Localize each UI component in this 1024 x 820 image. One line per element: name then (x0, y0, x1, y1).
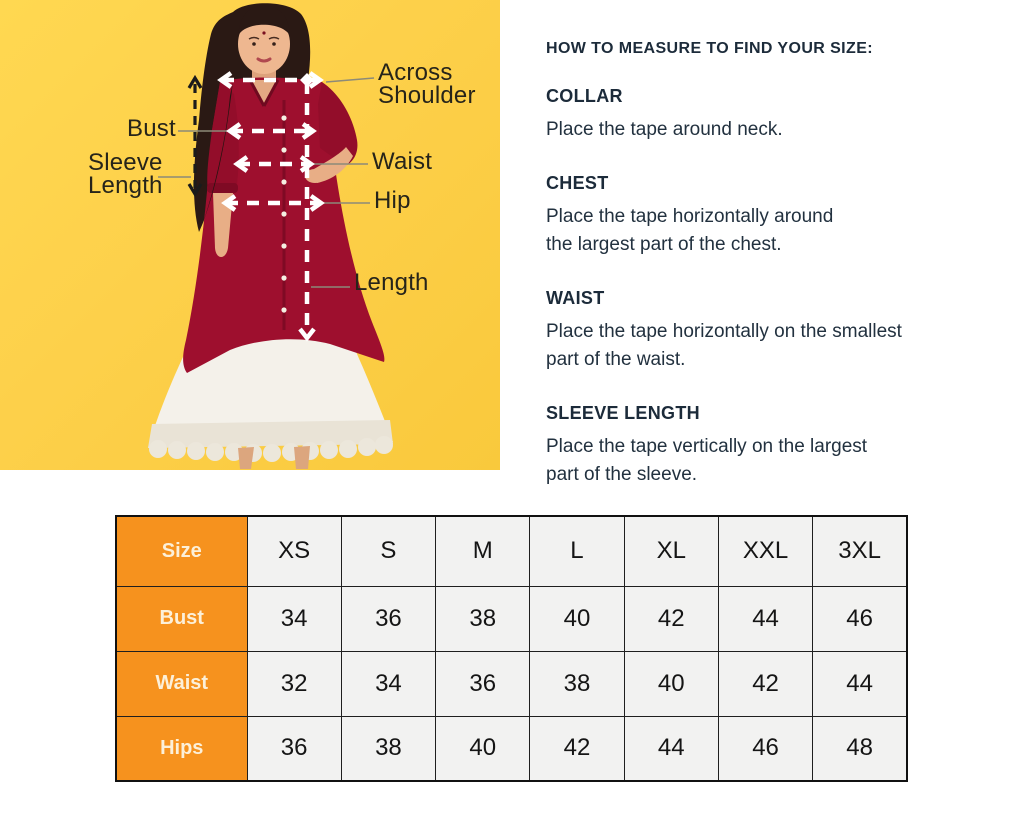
label-hip: Hip (374, 187, 411, 214)
table-cell: 38 (340, 715, 437, 782)
table-cell: 42 (717, 650, 814, 717)
model-illustration (148, 3, 393, 469)
table-cell: 44 (812, 650, 908, 717)
buttons (281, 115, 287, 313)
waist-row: Waist 32 34 36 38 40 42 44 (115, 650, 908, 717)
section-body-line: the largest part of the chest. (546, 234, 782, 255)
section-waist: WAIST Place the tape horizontally on the… (546, 288, 986, 374)
table-cell: 38 (529, 650, 625, 717)
section-body-line: part of the sleeve. (546, 464, 698, 485)
shoulder-measure-arrow (217, 71, 324, 89)
table-cell: 44 (717, 585, 814, 652)
measurement-lines (158, 71, 375, 342)
how-to-measure: HOW TO MEASURE TO FIND YOUR SIZE: COLLAR… (546, 40, 986, 518)
length-measure-line (298, 73, 316, 342)
row-label-bust: Bust (115, 585, 248, 652)
table-cell: 40 (435, 715, 531, 782)
label-connectors (158, 77, 375, 288)
size-col-l: L (529, 515, 625, 587)
row-label-hips: Hips (115, 715, 248, 782)
table-cell: 34 (246, 585, 342, 652)
section-sleeve-length: SLEEVE LENGTH Place the tape vertically … (546, 403, 986, 489)
table-cell: 44 (623, 715, 719, 782)
section-chest: CHEST Place the tape horizontally around… (546, 173, 986, 259)
section-body-line: Place the tape around neck. (546, 119, 783, 140)
table-cell: 42 (623, 585, 719, 652)
section-collar: COLLAR Place the tape around neck. (546, 86, 986, 144)
table-cell: 42 (529, 715, 625, 782)
bust-measure-arrow (226, 122, 317, 140)
section-heading: SLEEVE LENGTH (546, 403, 700, 423)
table-cell: 36 (435, 650, 531, 717)
table-cell: 34 (340, 650, 437, 717)
label-bust: Bust (127, 115, 176, 142)
section-heading: WAIST (546, 288, 605, 308)
size-col-xl: XL (623, 515, 719, 587)
table-cell: 36 (340, 585, 437, 652)
table-cell: 40 (623, 650, 719, 717)
section-body-line: Place the tape horizontally around (546, 206, 834, 227)
how-to-title: HOW TO MEASURE TO FIND YOUR SIZE: (546, 40, 873, 57)
section-body-line: Place the tape vertically on the largest (546, 436, 868, 457)
size-col-xs: XS (246, 515, 342, 587)
size-col-s: S (340, 515, 437, 587)
waist-measure-arrow (233, 155, 315, 173)
table-cell: 46 (717, 715, 814, 782)
size-header-row: Size XS S M L XL XXL 3XL (115, 515, 908, 587)
table-cell: 38 (435, 585, 531, 652)
section-body-line: Place the tape horizontally on the small… (546, 321, 902, 342)
table-cell: 36 (246, 715, 342, 782)
label-waist: Waist (372, 148, 433, 175)
table-cell: 46 (812, 585, 908, 652)
label-length: Length (354, 269, 429, 296)
bust-row: Bust 34 36 38 40 42 44 46 (115, 585, 908, 652)
table-cell: 48 (812, 715, 908, 782)
section-body-line: part of the waist. (546, 349, 686, 370)
hips-row: Hips 36 38 40 42 44 46 48 (115, 715, 908, 782)
label-across-shoulder: Across Shoulder (378, 59, 476, 109)
hip-measure-arrow (221, 194, 325, 212)
section-heading: COLLAR (546, 86, 623, 106)
section-heading: CHEST (546, 173, 609, 193)
size-col-3xl: 3XL (812, 515, 908, 587)
size-col-xxl: XXL (717, 515, 814, 587)
size-chart-table: Size XS S M L XL XXL 3XL Bust 34 36 38 4… (115, 515, 908, 782)
size-col-m: M (435, 515, 531, 587)
size-corner-cell: Size (115, 515, 248, 587)
sleeve-length-measure-arrow (187, 74, 203, 198)
measurement-photo-panel: Across Shoulder Bust Sleeve Length Waist… (0, 0, 500, 470)
label-sleeve-length: Sleeve Length (88, 149, 163, 199)
table-cell: 40 (529, 585, 625, 652)
table-cell: 32 (246, 650, 342, 717)
row-label-waist: Waist (115, 650, 248, 717)
